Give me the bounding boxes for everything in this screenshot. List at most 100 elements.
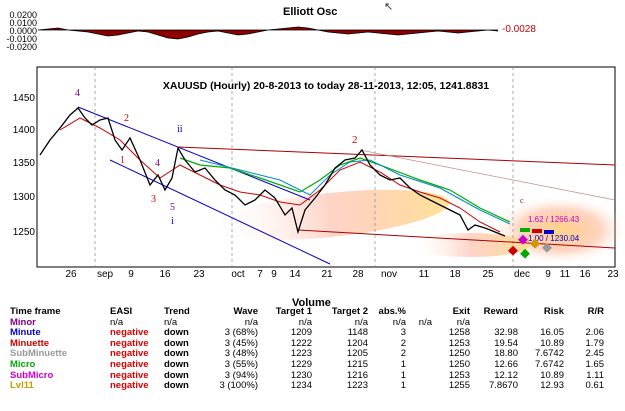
glow-band-2 — [490, 195, 625, 265]
row-wave: n/a — [244, 316, 258, 328]
x-tick-oct: oct — [231, 269, 245, 280]
row-abs: 2 — [400, 337, 406, 349]
x-tick-9b: 9 — [271, 269, 277, 280]
table-row-minor: Minor n/a n/a n/a n/a n/a n/a n/a n/a — [8, 316, 606, 329]
wave-label-5: 5 — [170, 202, 175, 213]
row-extra — [408, 349, 434, 360]
row-wave: 3 (45%) — [224, 337, 258, 349]
row-abs: 2 — [400, 348, 406, 360]
row-name: Minor — [10, 316, 36, 328]
price-chart: 4 2 ii 1 3 4 5 i 2 c 1.62 / 1266.43 1.00… — [36, 66, 625, 268]
row-name: SubMinuette — [10, 348, 67, 360]
row-risk: 16.05 — [540, 327, 564, 339]
row-easi: n/a — [110, 316, 124, 328]
col-timeframe: Time frame — [10, 306, 61, 317]
row-extra — [408, 360, 434, 371]
channel-lower-red — [297, 229, 616, 249]
row-easi: negative — [110, 327, 149, 339]
x-tick-21: 21 — [321, 269, 333, 280]
x-tick-7: 7 — [257, 269, 263, 280]
channel-upper-blue — [77, 106, 311, 201]
row-easi: negative — [110, 348, 149, 360]
row-trend: down — [164, 380, 189, 392]
osc-current-value: -0.0028 — [502, 24, 536, 35]
col-target1: Target 1 — [275, 306, 312, 317]
y-tick-1250: 1250 — [12, 227, 35, 238]
row-abs: 1 — [400, 369, 406, 381]
row-name: Minute — [10, 327, 41, 339]
wave-label-1: 1 — [120, 155, 125, 166]
row-exit: 1250 — [448, 358, 470, 370]
price-line — [39, 107, 506, 237]
oscillator-title: Elliott Osc — [283, 6, 338, 18]
x-tick-9c: 9 — [545, 269, 551, 280]
row-reward: 7.8670 — [488, 380, 518, 392]
row-t2: 1204 — [346, 337, 368, 349]
x-tick-11b: 11 — [559, 269, 571, 280]
row-exit: 1250 — [448, 348, 470, 360]
mouse-cursor-icon: ↖ — [384, 1, 394, 13]
row-rr: 2.45 — [585, 348, 605, 360]
row-extra — [408, 371, 434, 382]
row-t2: 1223 — [346, 380, 368, 392]
x-tick-dec: dec — [513, 269, 531, 280]
row-wave: 3 (48%) — [224, 348, 258, 360]
row-t1: 1229 — [290, 358, 312, 370]
table-row-subminuette: SubMinuette negative down 3 (48%) 1223 1… — [8, 349, 606, 360]
row-t1: n/a — [298, 316, 312, 328]
row-reward: 12.66 — [494, 358, 518, 370]
col-easi: EASI — [110, 306, 133, 317]
osc-tick-2: 0.0100 — [9, 18, 37, 28]
row-t1: 1209 — [290, 327, 312, 339]
row-extra — [408, 339, 434, 350]
row-reward: 32.98 — [494, 327, 518, 339]
channel-upper-red — [177, 146, 616, 166]
row-name: Minuette — [10, 337, 50, 349]
glow-band-1 — [210, 189, 450, 241]
row-risk: 10.89 — [540, 369, 564, 381]
col-trend: Trend — [164, 306, 190, 317]
target-markers — [508, 228, 554, 259]
y-tick-1300: 1300 — [12, 192, 35, 203]
table-header-row: Time frame EASI Trend Wave Target 1 Targ… — [8, 306, 606, 318]
x-tick-16b: 16 — [579, 269, 591, 280]
x-tick-26: 26 — [65, 269, 77, 280]
x-tick-16: 16 — [159, 269, 171, 280]
osc-tick-4: -0.0100 — [6, 34, 37, 44]
row-wave: 3 (55%) — [224, 358, 258, 370]
row-exit: 1253 — [448, 337, 470, 349]
x-tick-25: 25 — [482, 269, 494, 280]
col-rr: R/R — [587, 306, 604, 317]
col-risk: Risk — [543, 306, 564, 317]
osc-histogram — [38, 26, 498, 40]
row-easi: negative — [110, 369, 149, 381]
row-extra — [408, 328, 434, 339]
wave-label-2: 2 — [124, 113, 129, 124]
x-tick-9: 9 — [128, 269, 134, 280]
row-t2: n/a — [354, 316, 368, 328]
y-tick-1350: 1350 — [12, 158, 35, 169]
row-trend: down — [164, 369, 189, 381]
col-exit: Exit — [452, 306, 470, 317]
row-t1: 1234 — [290, 380, 312, 392]
row-t2: 1205 — [346, 348, 368, 360]
row-exit: 1253 — [448, 369, 470, 381]
y-tick-1400: 1400 — [12, 125, 35, 136]
row-risk: 10.89 — [540, 337, 564, 349]
row-easi: negative — [110, 380, 149, 392]
chart-title: XAUUSD (Hourly) 20-8-2013 to today 28-11… — [162, 80, 490, 92]
row-t2: 1148 — [347, 327, 368, 339]
row-abs: 3 — [400, 327, 406, 339]
target-label-2: 1.00 / 1230.04 — [528, 234, 580, 243]
x-tick-nov: nov — [380, 269, 398, 280]
x-tick-sep: sep — [96, 269, 114, 280]
col-extra — [408, 307, 434, 318]
x-tick-14: 14 — [289, 269, 301, 280]
x-tick-28: 28 — [352, 269, 364, 280]
row-wave: 3 (68%) — [224, 327, 258, 339]
row-exit: 1255 — [448, 380, 470, 392]
target-label-1: 1.62 / 1266.43 — [528, 215, 580, 224]
osc-tick-5: -0.0200 — [6, 42, 37, 52]
wave-label-i: i — [171, 216, 174, 227]
osc-tick-1: 0.0200 — [9, 10, 37, 20]
